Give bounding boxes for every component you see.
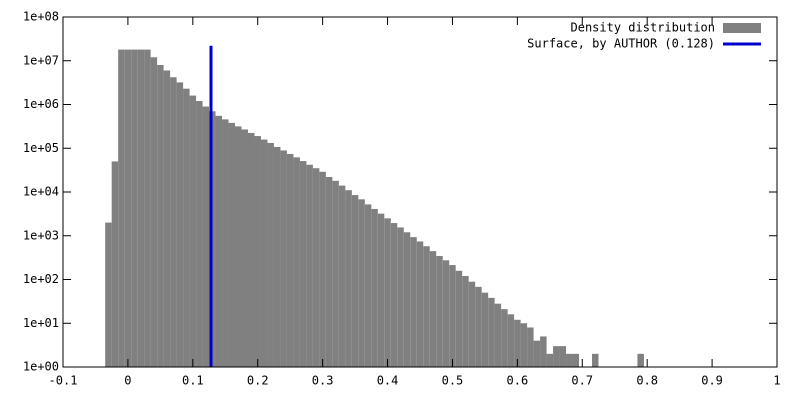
bar xyxy=(377,213,385,367)
x-tick-label: 0.6 xyxy=(507,374,529,388)
bar xyxy=(196,101,203,367)
bar xyxy=(267,142,274,367)
bar xyxy=(170,77,177,367)
bar xyxy=(397,227,404,367)
y-tick-label: 1e+07 xyxy=(23,53,59,67)
bar xyxy=(592,353,599,367)
bar xyxy=(189,95,197,367)
bar xyxy=(507,314,515,367)
bar xyxy=(501,309,508,367)
bar xyxy=(410,237,417,367)
bar xyxy=(371,208,378,367)
bar xyxy=(299,161,307,367)
bar xyxy=(260,139,268,367)
bar xyxy=(436,255,443,367)
x-tick-label: 0.8 xyxy=(636,374,658,388)
bar xyxy=(137,49,145,368)
bar xyxy=(332,180,339,367)
y-tick-label: 1e+00 xyxy=(23,360,59,374)
bar xyxy=(183,88,190,367)
bar xyxy=(494,303,502,367)
bar xyxy=(241,129,248,367)
x-tick-label: 0.3 xyxy=(312,374,334,388)
bar xyxy=(462,276,469,367)
x-tick-label: -0.1 xyxy=(49,374,78,388)
bar xyxy=(163,70,171,368)
y-tick-label: 1e+04 xyxy=(23,185,59,199)
bar xyxy=(475,286,482,367)
bar xyxy=(468,281,476,367)
bar xyxy=(319,171,326,367)
bar xyxy=(527,327,534,367)
legend-label: Density distribution xyxy=(571,21,716,35)
bar xyxy=(390,223,398,367)
bar xyxy=(118,49,125,368)
bar xyxy=(514,319,521,367)
y-tick-label: 1e+08 xyxy=(23,10,59,24)
bar xyxy=(553,346,560,367)
bar xyxy=(325,177,333,367)
bar xyxy=(637,353,644,367)
y-tick-label: 1e+03 xyxy=(23,228,59,242)
bar xyxy=(254,136,261,367)
bar xyxy=(111,161,119,367)
legend-swatch xyxy=(723,23,761,33)
x-tick-label: 0.2 xyxy=(247,374,269,388)
bar xyxy=(105,222,112,367)
bar xyxy=(364,204,372,367)
bar xyxy=(286,153,294,367)
bar xyxy=(442,260,450,367)
bar xyxy=(228,122,236,368)
bar xyxy=(222,119,229,368)
legend-label: Surface, by AUTHOR (0.128) xyxy=(527,37,715,51)
y-tick-label: 1e+05 xyxy=(23,141,59,155)
bar xyxy=(345,190,352,367)
bar xyxy=(338,185,346,367)
bar xyxy=(488,297,495,367)
x-tick-label: 0.5 xyxy=(442,374,464,388)
bar xyxy=(481,292,489,367)
bar xyxy=(416,241,424,367)
bar xyxy=(540,336,547,367)
bar xyxy=(423,246,430,367)
bar xyxy=(144,49,151,368)
bar xyxy=(403,232,411,367)
bar xyxy=(247,132,255,367)
bar xyxy=(293,157,300,367)
bar xyxy=(273,146,281,367)
bar xyxy=(157,64,164,368)
bar xyxy=(358,199,365,367)
bar xyxy=(384,218,391,367)
bar xyxy=(215,115,223,367)
x-tick-label: 0.9 xyxy=(701,374,723,388)
bar xyxy=(124,49,132,368)
bar xyxy=(351,195,359,367)
y-tick-label: 1e+01 xyxy=(23,316,59,330)
bar xyxy=(449,265,456,367)
bar xyxy=(306,164,313,367)
bar xyxy=(150,57,158,367)
bar xyxy=(566,353,573,367)
x-tick-label: 0.1 xyxy=(182,374,204,388)
bar xyxy=(520,323,528,367)
bar xyxy=(131,49,138,368)
bar xyxy=(546,353,554,367)
bar xyxy=(235,126,242,367)
x-tick-label: 0.4 xyxy=(377,374,399,388)
bar xyxy=(455,270,463,367)
bar xyxy=(176,82,184,367)
x-tick-label: 0 xyxy=(124,374,131,388)
bar xyxy=(312,168,320,367)
y-tick-label: 1e+06 xyxy=(23,97,59,111)
bar xyxy=(559,346,567,367)
bar xyxy=(429,251,437,367)
bar xyxy=(533,340,541,367)
y-tick-label: 1e+02 xyxy=(23,272,59,286)
bar xyxy=(202,106,210,367)
bar xyxy=(280,150,287,367)
x-tick-label: 0.7 xyxy=(571,374,593,388)
x-tick-label: 1 xyxy=(773,374,780,388)
bar xyxy=(572,353,580,367)
